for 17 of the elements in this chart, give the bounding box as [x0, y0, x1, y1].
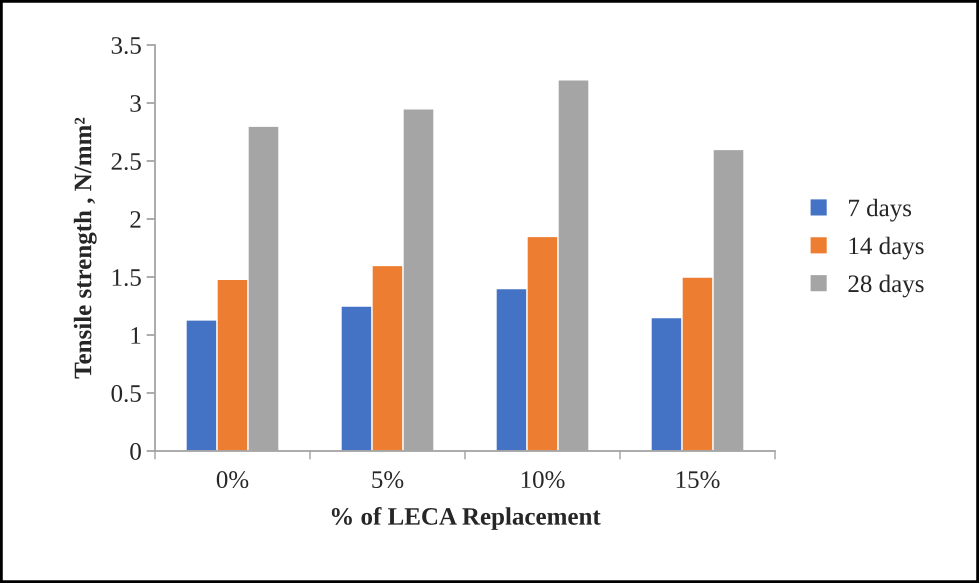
x-tick-label: 5% — [372, 471, 404, 488]
y-tick-label: 3 — [130, 95, 141, 112]
legend-label: 28 days — [848, 274, 924, 298]
x-axis-title: % of LECA Replacement — [332, 507, 601, 530]
y-tick-label: 2.5 — [112, 153, 141, 170]
y-tick-label: 0 — [130, 443, 141, 460]
y-tick-label: 3.5 — [112, 37, 141, 54]
legend-label: 7 days — [849, 198, 912, 222]
y-tick-label: 1 — [132, 327, 140, 344]
y-tick-label: 2 — [130, 211, 140, 228]
y-tick-label: 1.5 — [112, 269, 141, 286]
y-axis-title: Tensile strength , N/mm² — [74, 118, 97, 378]
x-tick-label: 0% — [216, 471, 248, 488]
x-tick-label: 15% — [676, 471, 720, 488]
legend-label: 14 days — [850, 236, 924, 260]
x-tick-label: 10% — [522, 471, 565, 488]
y-tick-label: 0.5 — [112, 385, 141, 402]
